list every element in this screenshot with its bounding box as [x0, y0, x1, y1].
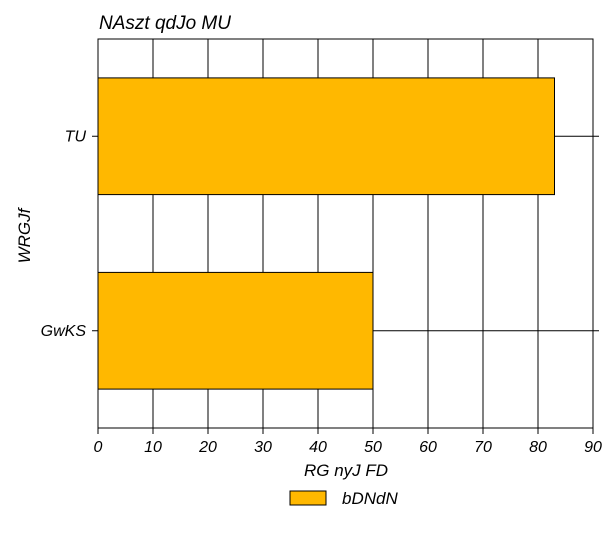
legend-swatch: [289, 490, 327, 506]
x-tick-label: 60: [419, 439, 437, 456]
legend: bDNdN: [289, 489, 398, 508]
x-tick-label: 20: [198, 439, 217, 456]
x-axis-ticks: 0 10 20 30 40 50 60 70 80 90: [94, 428, 602, 456]
y-tick-label: GwKS: [41, 323, 87, 340]
y-axis-ticks: TU GwKS: [41, 128, 98, 340]
bars: [97, 77, 555, 390]
x-tick-label: 90: [584, 439, 602, 456]
x-tick-label: 50: [364, 439, 382, 456]
plot-frame: [97, 38, 594, 429]
x-tick-label: 40: [309, 439, 327, 456]
y-tick-label: TU: [65, 128, 87, 145]
x-tick-label: 80: [529, 439, 547, 456]
bar: [97, 271, 374, 390]
x-tick-label: 30: [254, 439, 272, 456]
bar: [97, 77, 555, 196]
y-axis-label: WRGJf: [15, 206, 34, 263]
x-tick-label: 10: [144, 439, 162, 456]
x-tick-label: 0: [94, 439, 103, 456]
x-tick-label: 70: [474, 439, 492, 456]
chart-title: NAszt qdJo MU: [99, 13, 231, 34]
legend-label: bDNdN: [342, 489, 398, 508]
x-axis-label: RG nyJ FD: [304, 461, 388, 480]
